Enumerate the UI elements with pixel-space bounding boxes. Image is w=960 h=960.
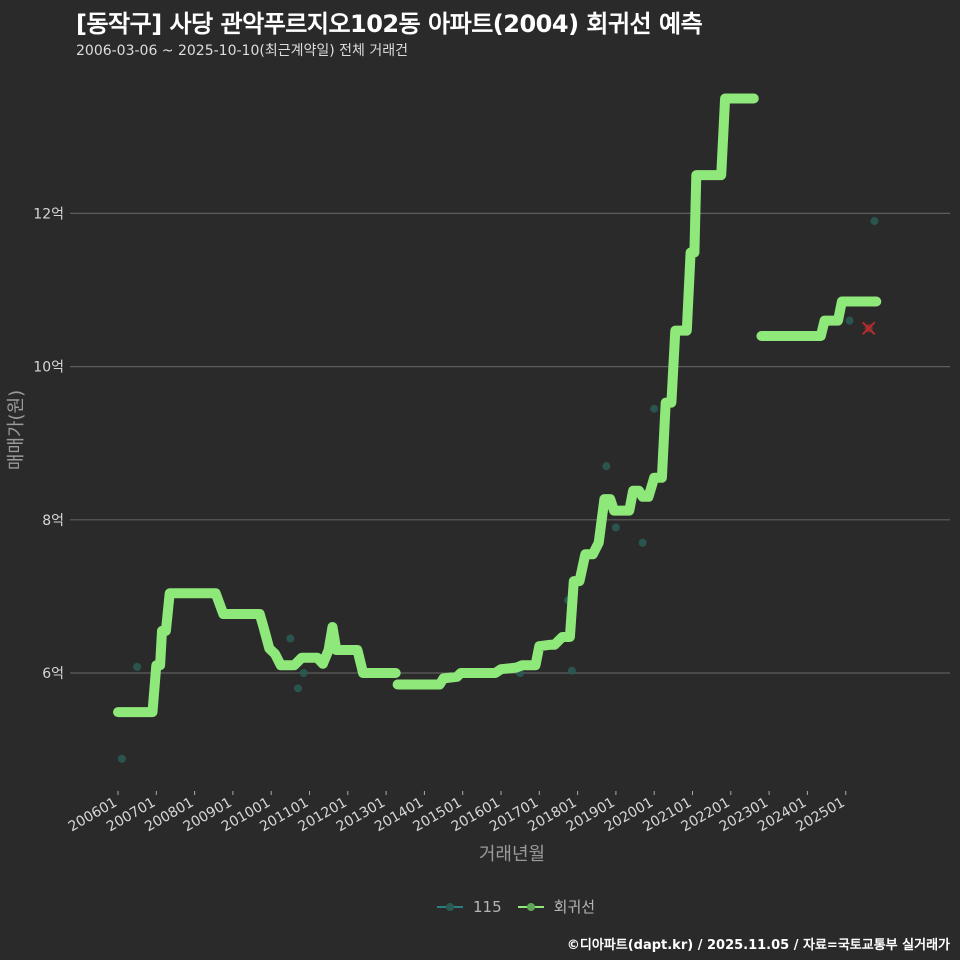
y-axis-ticks: 6억 8억 10억 12억 — [33, 206, 64, 682]
regression-segment — [756, 296, 882, 341]
data-point — [870, 217, 879, 226]
y-tick-label: 8억 — [42, 513, 64, 529]
x-axis-title: 거래년월 — [479, 844, 545, 865]
legend-key-115-icon — [437, 900, 463, 914]
data-point — [117, 754, 126, 763]
data-point — [294, 684, 303, 693]
y-tick-label: 12억 — [33, 206, 64, 222]
data-point — [650, 404, 659, 413]
footer-credit: ©디아파트(dapt.kr) / 2025.11.05 / 자료=국토교통부 실… — [566, 938, 950, 953]
legend-key-regression-icon — [517, 900, 544, 914]
legend-item-115: 115 — [437, 898, 502, 916]
data-point — [845, 316, 854, 325]
y-axis-title: 매매가(원) — [6, 390, 27, 470]
data-point — [299, 669, 308, 677]
data-point — [602, 462, 611, 471]
data-point — [133, 662, 142, 671]
regression-segment — [392, 93, 759, 690]
regression-line — [113, 93, 882, 718]
predicted-marker — [861, 321, 876, 336]
y-tick-label: 6억 — [42, 666, 64, 682]
gridlines — [70, 212, 950, 674]
data-point — [286, 634, 295, 643]
chart-subtitle: 2006-03-06 ~ 2025-10-10(최근계약일) 전체 거래건 — [76, 43, 408, 59]
regression-segment — [113, 588, 401, 718]
data-point — [638, 538, 647, 547]
x-axis-ticks: 2006012007012008012009012010012011012012… — [66, 791, 848, 835]
data-point — [611, 523, 620, 532]
scatter-points-115 — [117, 217, 879, 763]
y-tick-label: 10억 — [33, 360, 64, 376]
legend-label-115: 115 — [473, 897, 502, 916]
legend-item-regression: 회귀선 — [517, 896, 596, 917]
legend: 115 회귀선 — [437, 896, 601, 917]
chart-title: [동작구] 사당 관악푸르지오102동 아파트(2004) 회귀선 예측 — [76, 10, 703, 38]
legend-label-regression: 회귀선 — [553, 898, 596, 916]
data-point — [567, 666, 576, 675]
